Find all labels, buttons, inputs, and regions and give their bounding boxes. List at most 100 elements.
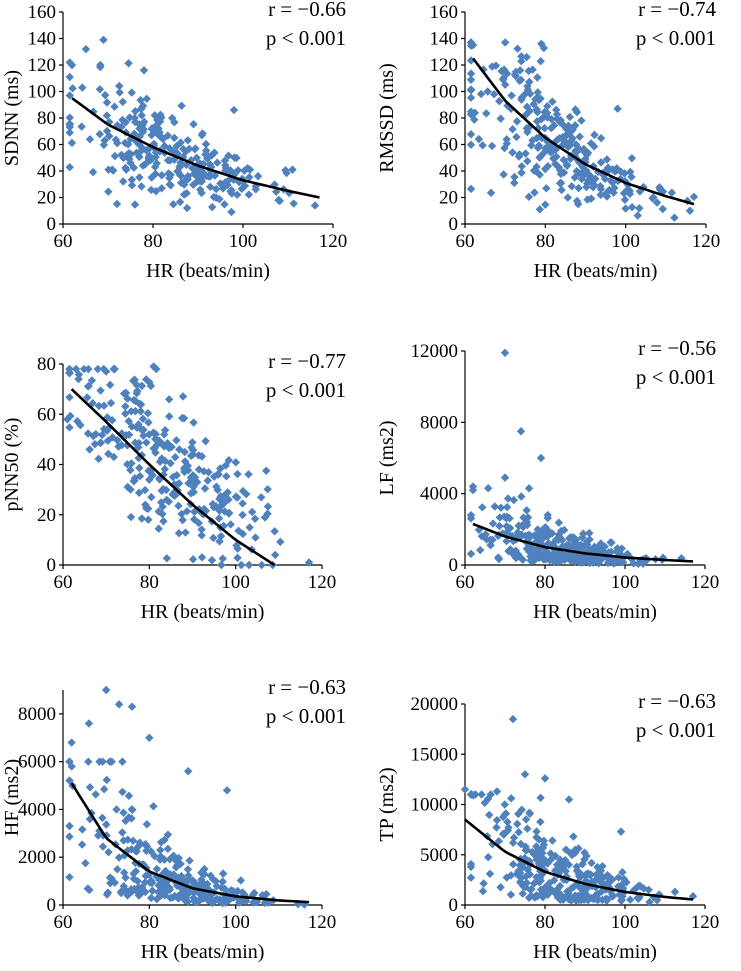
data-point: [261, 466, 271, 475]
x-tick-label: 80: [144, 231, 163, 252]
data-point: [135, 132, 144, 141]
data-point: [91, 790, 100, 799]
x-tick-label: 80: [536, 231, 555, 252]
data-point: [118, 757, 127, 766]
data-point: [175, 445, 184, 454]
y-tick-label: 40: [37, 161, 56, 182]
data-point: [153, 440, 162, 449]
data-point: [233, 190, 242, 200]
data-point: [115, 88, 124, 97]
data-point: [149, 444, 158, 453]
data-point: [121, 873, 130, 882]
data-point: [517, 492, 526, 501]
data-point: [137, 111, 146, 120]
data-point: [65, 369, 74, 378]
data-point: [88, 167, 98, 177]
data-point: [523, 824, 532, 833]
x-axis-label: HR (beats/min): [146, 260, 270, 282]
data-point: [182, 507, 192, 516]
data-point: [81, 858, 90, 868]
data-point: [118, 115, 127, 125]
data-point: [185, 856, 194, 865]
y-tick-label: 60: [37, 404, 56, 425]
data-point: [134, 488, 144, 497]
data-point: [552, 152, 561, 161]
data-point: [525, 89, 535, 99]
data-point: [251, 185, 260, 194]
r-value-annotation: r = −0.63: [268, 675, 346, 699]
data-point: [627, 202, 637, 212]
data-point: [233, 469, 242, 479]
data-point: [85, 135, 95, 144]
data-point: [151, 152, 160, 162]
data-point: [540, 774, 550, 783]
data-point: [552, 110, 562, 119]
data-point: [97, 430, 107, 440]
data-point: [174, 853, 183, 863]
data-point: [100, 136, 109, 145]
data-point: [189, 418, 198, 427]
data-point: [508, 148, 517, 157]
fit-curve: [471, 57, 695, 206]
data-point: [170, 133, 179, 143]
data-point: [227, 186, 236, 195]
data-point: [65, 113, 74, 122]
y-axis-label: RMSSD (ms): [376, 63, 398, 172]
data-point: [513, 44, 522, 53]
data-point: [226, 520, 235, 529]
x-tick-label: 60: [456, 572, 475, 593]
data-point: [88, 399, 97, 408]
x-tick-label: 80: [536, 572, 555, 593]
data-point: [206, 172, 215, 181]
data-point: [65, 776, 74, 785]
data-point: [129, 395, 139, 405]
data-point: [178, 392, 188, 401]
data-point: [655, 185, 665, 194]
r-value-annotation: r = −0.74: [638, 0, 716, 21]
data-point: [222, 786, 232, 795]
chart-lf: 0 4000 8000 12000 60 80 100 120 HR (beats/min) LF…: [376, 336, 719, 623]
data-point: [522, 52, 531, 62]
data-point: [522, 506, 531, 515]
data-point: [508, 125, 517, 134]
data-point: [466, 184, 476, 194]
data-point: [502, 502, 512, 512]
data-point: [198, 168, 208, 177]
data-point: [569, 893, 578, 902]
data-point: [135, 471, 145, 481]
data-point: [517, 521, 527, 530]
data-point: [214, 514, 224, 523]
data-point: [123, 140, 133, 149]
y-tick-label: 0: [449, 214, 459, 235]
data-point: [71, 364, 81, 374]
data-point: [105, 380, 115, 390]
data-point: [565, 534, 574, 543]
x-tick-label: 120: [319, 231, 348, 252]
data-point: [557, 526, 566, 536]
data-point: [205, 160, 215, 169]
data-point: [123, 394, 132, 403]
data-point: [216, 531, 226, 541]
data-point: [138, 414, 148, 424]
data-point: [524, 547, 534, 556]
data-point: [499, 830, 508, 839]
data-point: [83, 393, 92, 402]
data-point: [89, 107, 98, 116]
data-point: [109, 364, 118, 374]
x-tick-label: 120: [692, 231, 721, 252]
data-point: [170, 891, 180, 901]
data-point: [477, 790, 486, 799]
data-point: [574, 183, 583, 193]
data-point: [96, 62, 105, 72]
y-tick-label: 80: [37, 354, 56, 375]
fit-curve: [472, 522, 694, 563]
data-point: [65, 393, 74, 402]
data-point: [160, 430, 169, 439]
data-point: [510, 551, 520, 561]
data-point: [502, 69, 512, 78]
r-value-annotation: r = −0.63: [638, 689, 716, 713]
data-point: [132, 844, 141, 854]
data-point: [154, 124, 163, 133]
data-point: [138, 161, 148, 170]
data-point: [503, 817, 512, 827]
